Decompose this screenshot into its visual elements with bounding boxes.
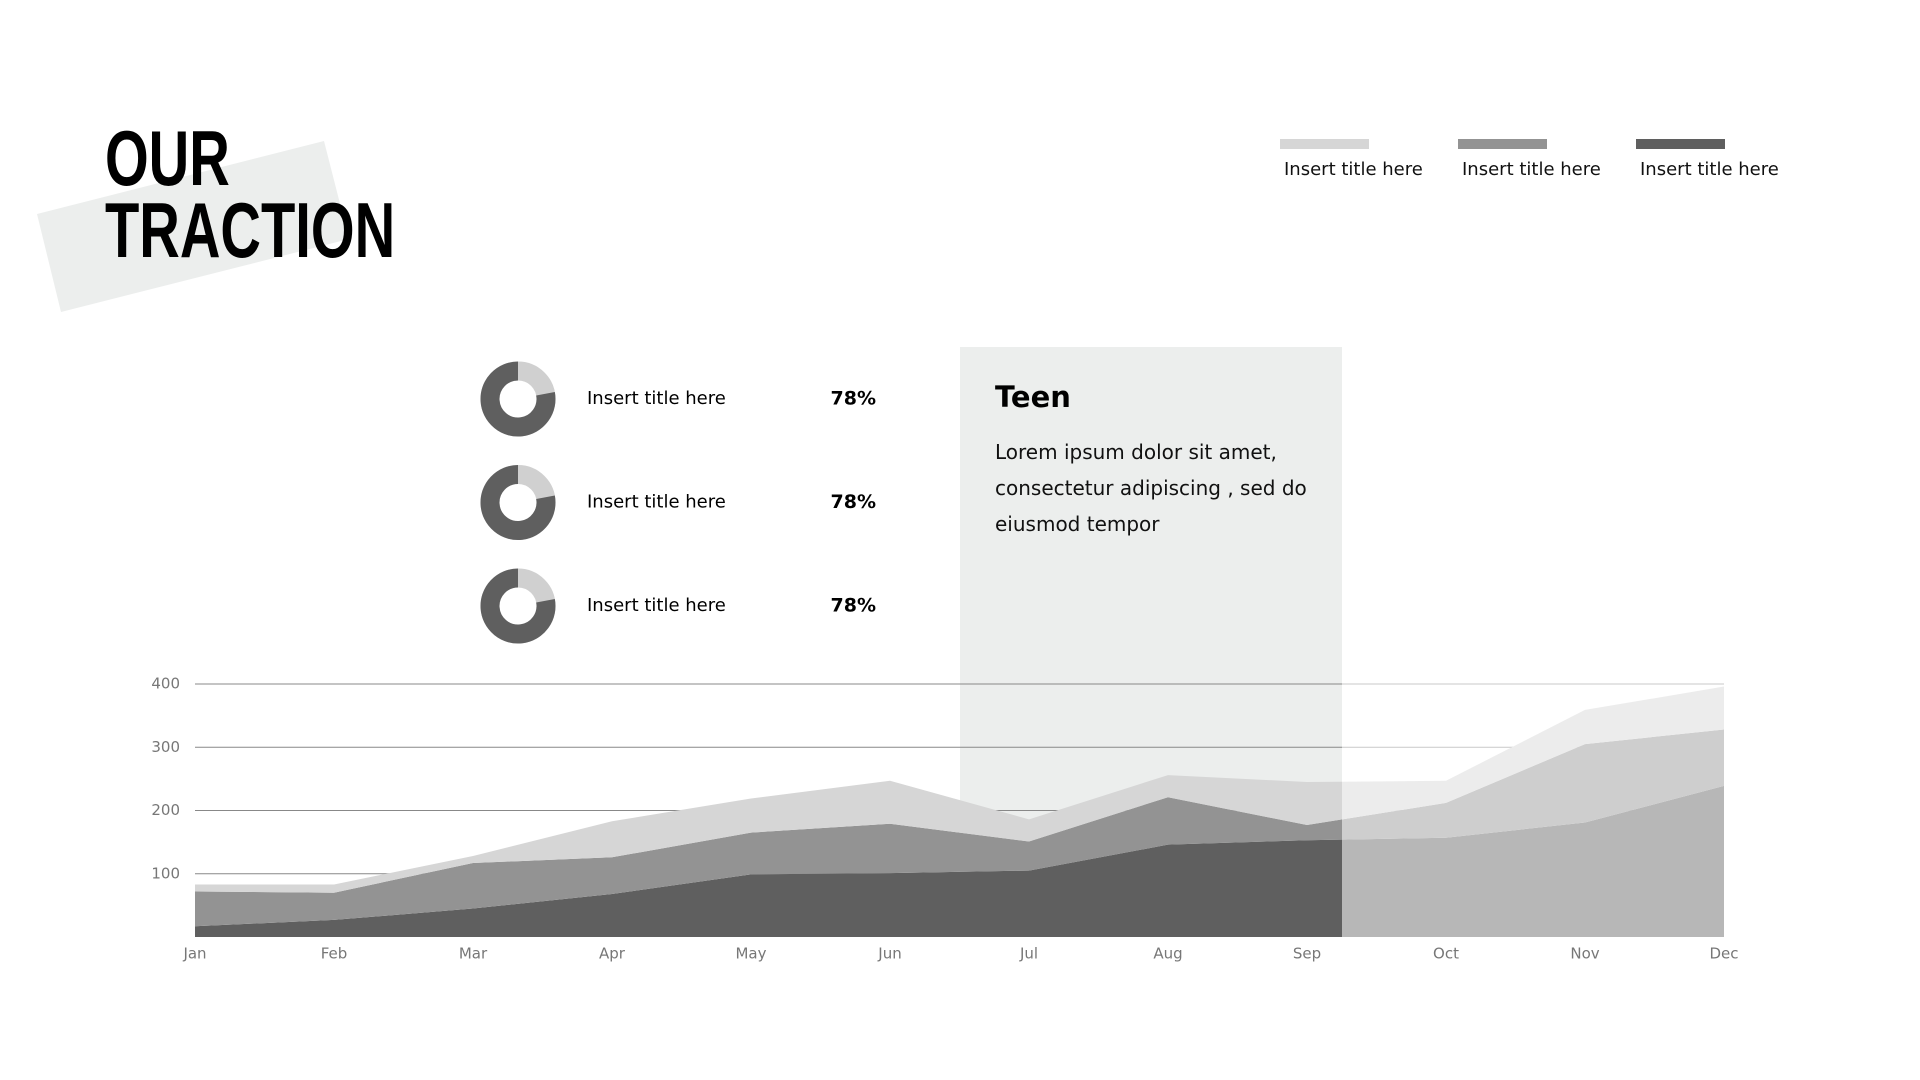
x-tick-label: Jul xyxy=(1019,945,1038,963)
title-backdrop xyxy=(37,141,349,312)
card-text: Lorem ipsum dolor sit amet, consectetur … xyxy=(995,440,1307,536)
stat-label: Insert title here xyxy=(587,388,726,409)
legend-label: Insert title here xyxy=(1462,159,1601,180)
x-tick-label: Jan xyxy=(182,945,206,963)
stat-value: 78% xyxy=(831,595,876,617)
x-tick-label: Oct xyxy=(1433,945,1459,963)
legend-label: Insert title here xyxy=(1284,159,1423,180)
stat-value: 78% xyxy=(831,491,876,513)
x-tick-label: Dec xyxy=(1709,945,1738,963)
x-tick-label: Nov xyxy=(1570,945,1599,963)
x-tick-label: Jun xyxy=(877,945,901,963)
stat-label: Insert title here xyxy=(587,492,726,513)
legend-swatch xyxy=(1636,139,1725,149)
x-tick-label: Apr xyxy=(599,945,626,963)
x-tick-label: Mar xyxy=(459,945,488,963)
y-tick-label: 100 xyxy=(151,864,180,882)
title-line: OUR xyxy=(105,114,230,202)
y-tick-label: 400 xyxy=(151,675,180,693)
x-tick-label: Sep xyxy=(1293,945,1321,963)
card-title: Teen xyxy=(995,380,1071,414)
y-tick-label: 200 xyxy=(151,801,180,819)
legend-swatch xyxy=(1458,139,1547,149)
stat-label: Insert title here xyxy=(587,595,726,616)
title: OUR TRACTION xyxy=(105,114,396,274)
area xyxy=(195,785,1724,937)
fade-overlay xyxy=(1342,682,1726,937)
title-line: TRACTION xyxy=(105,186,396,274)
donut-value xyxy=(480,568,556,644)
area xyxy=(195,729,1724,927)
x-tick-label: Feb xyxy=(321,945,348,963)
legend-swatch xyxy=(1280,139,1369,149)
donut-value xyxy=(480,361,556,437)
x-tick-label: May xyxy=(735,945,766,963)
donut-value xyxy=(480,465,556,540)
stat-value: 78% xyxy=(831,388,876,410)
legend-label: Insert title here xyxy=(1640,159,1779,180)
y-tick-label: 300 xyxy=(151,738,180,756)
area xyxy=(195,686,1724,893)
x-tick-label: Aug xyxy=(1153,945,1182,963)
